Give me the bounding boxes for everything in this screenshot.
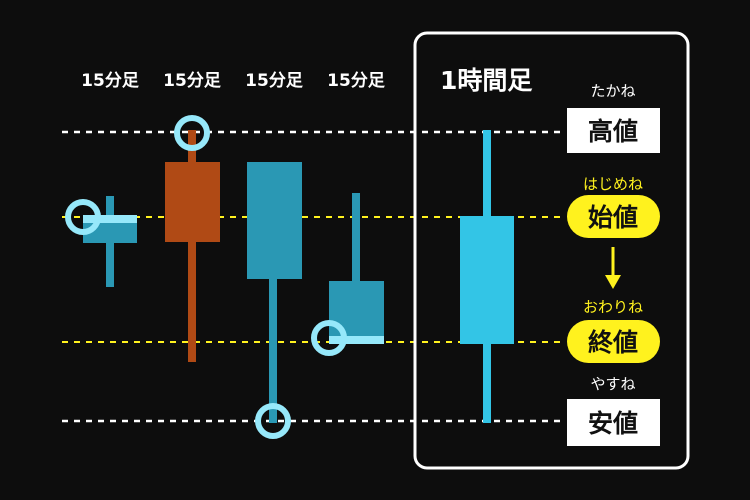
open-marker-circle [65, 199, 101, 235]
open-label-pill [567, 195, 660, 238]
high-label-box [567, 108, 660, 153]
low-reading: やすね [590, 375, 635, 393]
candle-2 [165, 115, 220, 362]
high-marker-circle [174, 115, 210, 151]
low-label-box [567, 399, 660, 446]
close-label-pill [567, 320, 660, 363]
candle-3-label: 15分足 [245, 71, 303, 91]
low-label: 安値 [588, 409, 638, 438]
open-label: 始値 [588, 203, 638, 232]
low-marker-circle [255, 403, 291, 439]
open-reading: はじめね [583, 175, 643, 193]
close-label: 終値 [588, 328, 638, 357]
hour-candle-title: 1時間足 [440, 66, 532, 95]
arrow-down-icon [605, 247, 621, 289]
candle-4 [311, 193, 384, 356]
candle-2-label: 15分足 [163, 71, 221, 91]
candle-1 [65, 196, 137, 287]
candle-1-label: 15分足 [81, 71, 139, 91]
high-reading: たかね [590, 82, 635, 100]
hour-candle [460, 130, 514, 423]
hour-candle-frame [413, 31, 690, 470]
high-label: 高値 [588, 117, 638, 146]
close-marker-circle [311, 320, 347, 356]
candle-4-label: 15分足 [327, 71, 385, 91]
candle-3 [247, 162, 302, 439]
close-reading: おわりね [583, 298, 643, 316]
